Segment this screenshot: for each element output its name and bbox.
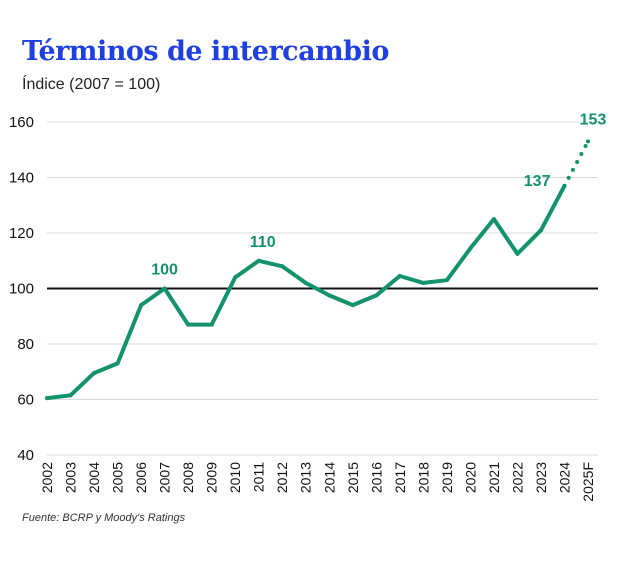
data-point-2006 — [139, 303, 144, 308]
data-point-2012 — [280, 264, 285, 269]
chart-subtitle: Índice (2007 = 100) — [22, 76, 161, 93]
data-point-2015 — [350, 303, 355, 308]
x-tick-label: 2013 — [298, 462, 314, 493]
data-point-2003 — [68, 393, 73, 398]
data-point-2005 — [115, 361, 120, 366]
x-axis-ticks: 2002 2003 2004 2005 2006 2007 2008 2009 2010 2011… — [39, 462, 596, 502]
data-point-2021 — [491, 217, 496, 222]
data-point-2023 — [538, 228, 543, 233]
data-point-2004 — [92, 371, 97, 376]
data-label-110: 110 — [250, 234, 276, 251]
x-tick-label: 2002 — [39, 462, 55, 493]
x-tick-label: 2014 — [321, 462, 337, 493]
series-line-layer — [45, 139, 590, 401]
x-tick-label: 2022 — [509, 462, 525, 493]
x-tick-label: 2019 — [439, 462, 455, 493]
x-tick-label: 2020 — [462, 462, 478, 493]
chart-title: Términos de intercambio — [22, 36, 389, 67]
x-tick-label: 2021 — [486, 462, 502, 493]
y-tick-label: 60 — [17, 392, 34, 409]
x-tick-label: 2010 — [227, 462, 243, 493]
data-point-2008 — [186, 322, 191, 327]
x-tick-label: 2025F — [580, 462, 596, 502]
x-tick-label: 2005 — [110, 462, 126, 493]
data-point-2009 — [209, 322, 214, 327]
data-point-2011 — [256, 258, 261, 263]
y-tick-label: 40 — [17, 447, 34, 464]
x-tick-label: 2009 — [204, 462, 220, 493]
data-point-2017 — [397, 274, 402, 279]
x-tick-label: 2006 — [133, 462, 149, 493]
data-label-153: 153 — [580, 111, 607, 128]
data-points — [45, 139, 590, 401]
x-tick-label: 2024 — [556, 462, 572, 493]
data-point-2007 — [162, 286, 167, 291]
x-tick-label: 2012 — [274, 462, 290, 493]
x-tick-label: 2017 — [392, 462, 408, 493]
data-point-2024 — [562, 183, 567, 188]
data-point-2020 — [468, 246, 473, 251]
x-tick-label: 2018 — [415, 462, 431, 493]
chart-source: Fuente: BCRP y Moody's Ratings — [22, 512, 186, 524]
data-point-2025F — [586, 139, 590, 144]
y-tick-label: 140 — [9, 170, 34, 187]
x-tick-label: 2008 — [180, 462, 196, 493]
data-labels: 100 110 137 153 — [151, 111, 606, 278]
y-tick-label: 100 — [9, 281, 34, 298]
x-tick-label: 2023 — [533, 462, 549, 493]
y-tick-label: 120 — [9, 225, 34, 242]
y-tick-label: 160 — [9, 114, 34, 131]
data-label-137: 137 — [524, 173, 551, 190]
x-tick-label: 2016 — [368, 462, 384, 493]
x-tick-label: 2003 — [63, 462, 79, 493]
data-point-2018 — [421, 280, 426, 285]
data-point-2022 — [515, 251, 520, 256]
y-axis-ticks: 40 60 80 100 120 140 160 — [9, 114, 34, 464]
forecast-line — [562, 139, 590, 188]
data-point-2014 — [327, 293, 332, 298]
series-line — [45, 183, 567, 401]
data-point-2019 — [444, 278, 449, 283]
data-point-2016 — [374, 293, 379, 298]
x-tick-label: 2011 — [251, 462, 267, 492]
x-tick-label: 2004 — [86, 462, 102, 493]
data-point-2013 — [303, 280, 308, 285]
data-point-2010 — [233, 275, 238, 280]
data-point-2002 — [45, 396, 49, 401]
y-tick-label: 80 — [17, 336, 34, 353]
data-label-100: 100 — [151, 262, 178, 279]
x-tick-label: 2007 — [157, 462, 173, 493]
x-tick-label: 2015 — [345, 462, 361, 493]
